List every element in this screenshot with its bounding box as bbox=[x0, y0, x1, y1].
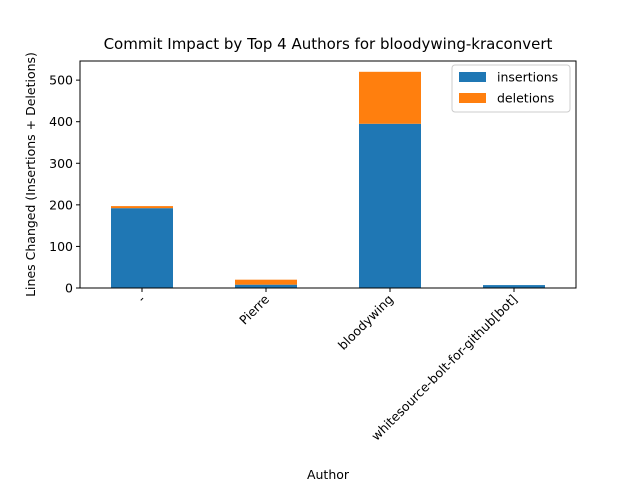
x-axis-label: Author bbox=[307, 467, 350, 480]
x-tick-label: bloodywing bbox=[335, 292, 396, 353]
x-axis-ticks: - Pierre bloodywingwhitesource-bolt-for-gi… bbox=[134, 288, 520, 443]
y-tick-label: 100 bbox=[49, 239, 73, 254]
x-tick-label: whitesource-bolt-for-github[bot] bbox=[368, 292, 520, 444]
y-tick-label: 400 bbox=[49, 114, 73, 129]
y-tick-label: 200 bbox=[49, 197, 73, 212]
plot-frame bbox=[79, 60, 577, 289]
y-tick-label: 300 bbox=[49, 156, 73, 171]
bar-insertions-0 bbox=[111, 208, 173, 288]
bar-insertions-3 bbox=[483, 285, 545, 288]
x-tick-label: - bbox=[134, 292, 148, 306]
y-tick-label: 0 bbox=[65, 281, 73, 296]
plot-area bbox=[79, 60, 577, 289]
legend: insertions deletions bbox=[451, 64, 571, 113]
bar-insertions-2 bbox=[359, 123, 421, 289]
legend-swatch-deletions bbox=[459, 93, 486, 103]
legend-label-deletions: deletions bbox=[497, 91, 554, 106]
bar-insertions-1 bbox=[235, 284, 297, 288]
x-tick-label: Pierre bbox=[236, 291, 272, 327]
y-axis-label: Lines Changed (Insertions + Deletions) bbox=[23, 52, 38, 297]
y-tick-label: 500 bbox=[49, 73, 73, 88]
bar-deletions-1 bbox=[235, 279, 297, 285]
bar-deletions-2 bbox=[359, 71, 421, 124]
chart-title: Commit Impact by Top 4 Authors for blood… bbox=[104, 35, 553, 53]
legend-swatch-insertions bbox=[459, 72, 486, 82]
y-axis-ticks: 0 100 200 300 400 500 bbox=[49, 73, 80, 296]
bar-deletions-0 bbox=[111, 206, 173, 209]
legend-label-insertions: insertions bbox=[497, 70, 558, 85]
